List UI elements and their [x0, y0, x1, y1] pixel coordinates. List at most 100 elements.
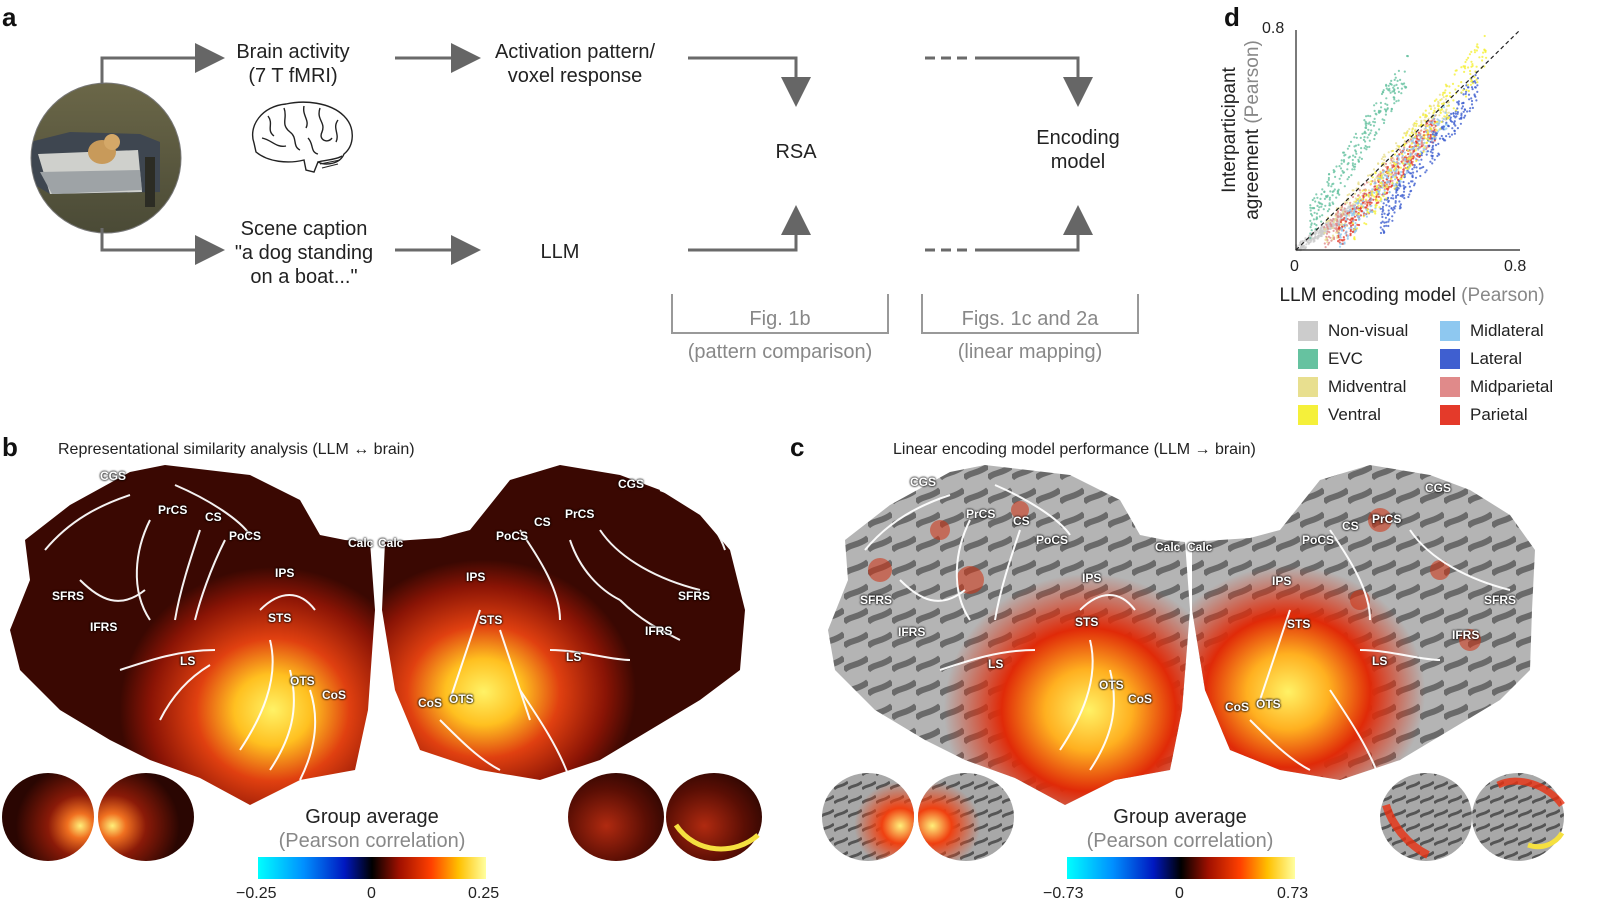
scatter-point-parietal [1406, 160, 1409, 163]
scatter-point-lateral [1431, 133, 1434, 136]
sulcus-ifrs-c2: IFRS [1452, 628, 1480, 642]
scatter-point-evc [1393, 78, 1396, 81]
scatter-point-lateral [1474, 74, 1477, 77]
legend-item-parietal: Parietal [1440, 405, 1528, 425]
scatter-point-evc [1312, 207, 1315, 210]
activation-pattern-label: Activation pattern/voxel response [494, 41, 656, 87]
scatter-point-lateral [1402, 180, 1405, 184]
scatter-point-non-visual [1332, 223, 1335, 226]
sulcus-ips-b1: IPS [275, 566, 295, 580]
scatter-point-parietal [1386, 166, 1389, 169]
scatter-point-midlateral [1445, 127, 1448, 130]
scatter-point-evc [1366, 146, 1369, 149]
scatter-point-ventral [1410, 146, 1413, 149]
scatter-point-non-visual [1304, 246, 1307, 250]
scatter-point-lateral [1476, 84, 1479, 87]
scatter-point-evc [1360, 147, 1363, 150]
scatter-point-midlateral [1385, 175, 1388, 178]
scatter-point-ventral [1439, 111, 1442, 114]
scatter-point-evc [1395, 83, 1398, 86]
scatter-point-midventral [1383, 158, 1386, 162]
scatter-point-evc [1352, 154, 1355, 157]
scatter-point-ventral [1471, 82, 1474, 85]
scatter-point-lateral [1382, 230, 1385, 233]
scatter-point-parietal [1412, 150, 1415, 153]
scatter-point-lateral [1456, 112, 1459, 115]
scatter-point-midparietal [1343, 207, 1346, 210]
scatter-point-lateral [1395, 194, 1398, 198]
scatter-point-lateral [1448, 135, 1451, 138]
scatter-point-lateral [1434, 132, 1437, 135]
scatter-point-ventral [1470, 60, 1473, 63]
scatter-point-parietal [1361, 201, 1365, 204]
scatter-point-ventral [1424, 109, 1427, 112]
legend-swatch [1298, 349, 1318, 369]
scatter-point-midparietal [1344, 210, 1347, 213]
scatter-point-lateral [1403, 197, 1406, 200]
scatter-point-evc [1384, 110, 1388, 113]
scatter-point-parietal [1390, 184, 1393, 187]
scatter-point-midparietal [1326, 239, 1329, 242]
scatter-point-lateral [1453, 121, 1456, 124]
scatter-point-ventral [1481, 59, 1484, 62]
scatter-point-evc [1350, 174, 1353, 177]
scatter-point-evc [1309, 236, 1312, 240]
scatter-point-midlateral [1381, 186, 1384, 189]
scatter-point-ventral [1364, 198, 1368, 201]
scatter-point-evc [1366, 136, 1369, 139]
scatter-point-evc [1327, 178, 1330, 181]
scatter-point-midparietal [1379, 172, 1382, 175]
scatter-point-midlateral [1411, 139, 1414, 142]
scatter-point-midparietal [1325, 232, 1329, 235]
scatter-point-lateral [1463, 108, 1467, 111]
scatter-point-evc [1313, 222, 1316, 225]
scatter-point-evc [1309, 226, 1312, 229]
scatter-point-evc [1364, 122, 1367, 125]
scatter-point-midparietal [1323, 226, 1326, 229]
panel-b-cbar-mid: 0 [367, 885, 376, 902]
scatter-point-ventral [1399, 166, 1402, 169]
scatter-point-lateral [1437, 142, 1440, 145]
scatter-point-midparietal [1364, 202, 1367, 205]
scatter-point-evc [1323, 197, 1326, 200]
scatter-point-evc [1386, 107, 1389, 110]
scatter-point-midlateral [1442, 118, 1445, 121]
scatter-point-ventral [1425, 114, 1428, 118]
scatter-plot [1294, 29, 1521, 252]
scatter-point-midventral [1357, 181, 1360, 184]
scatter-point-midventral [1323, 231, 1326, 235]
scatter-point-lateral [1426, 150, 1429, 153]
scatter-point-parietal [1375, 195, 1378, 198]
scatter-point-lateral [1456, 101, 1459, 104]
scatter-point-ventral [1452, 99, 1455, 102]
scatter-point-lateral [1447, 125, 1450, 128]
scatter-point-evc [1326, 210, 1329, 213]
scatter-point-evc [1373, 104, 1376, 107]
scatter-point-lateral [1470, 103, 1474, 106]
scatter-point-ventral [1387, 171, 1390, 174]
scatter-point-evc [1353, 145, 1356, 148]
scatter-point-midlateral [1397, 157, 1400, 160]
scatter-point-midlateral [1354, 222, 1357, 225]
scatter-point-midventral [1334, 218, 1337, 221]
scatter-point-midventral [1372, 168, 1376, 171]
scatter-point-midlateral [1358, 215, 1361, 218]
scatter-point-midventral [1403, 140, 1406, 143]
scatter-point-evc [1327, 184, 1330, 187]
scatter-point-evc [1389, 91, 1392, 94]
scatter-point-ventral [1363, 222, 1366, 225]
scatter-point-ventral [1468, 53, 1471, 56]
scatter-point-lateral [1463, 116, 1466, 119]
scatter-point-midventral [1395, 147, 1398, 150]
scatter-point-evc [1391, 90, 1394, 93]
scatter-point-midlateral [1400, 150, 1403, 153]
scatter-point-evc [1327, 173, 1331, 176]
scatter-point-evc [1315, 193, 1318, 196]
legend-label: Parietal [1470, 405, 1528, 424]
scatter-point-lateral [1381, 210, 1384, 213]
scatter-point-parietal [1402, 170, 1405, 174]
scatter-point-ventral [1376, 184, 1379, 187]
panel-c-cbar-max: 0.73 [1277, 885, 1309, 902]
scatter-point-parietal [1366, 204, 1369, 207]
scatter-point-parietal [1356, 223, 1359, 226]
